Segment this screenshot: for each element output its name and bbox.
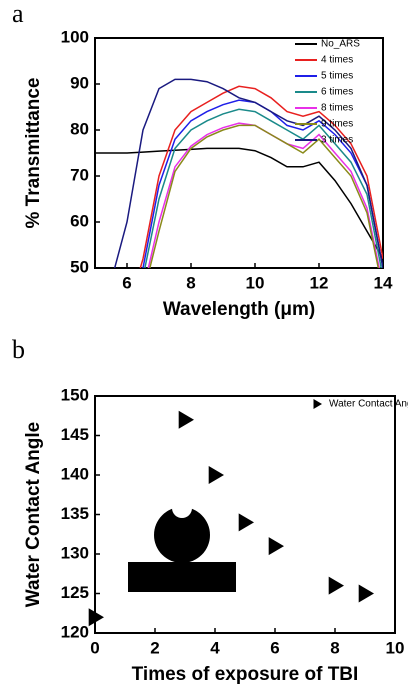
x-axis-title: Times of exposure of TBI (132, 664, 359, 685)
x-tick-label: 6 (270, 638, 279, 657)
legend-marker (313, 399, 322, 409)
substrate (128, 562, 236, 592)
x-tick-label: 4 (210, 638, 220, 657)
data-point (268, 537, 284, 556)
x-axis-title: Wavelength (μm) (163, 299, 315, 320)
x-tick-label: 12 (310, 273, 329, 292)
y-axis-title: Water Contact Angle (23, 422, 44, 607)
y-tick-label: 50 (70, 257, 89, 276)
legend-label: 3 times (321, 135, 353, 146)
plot-frame (94, 395, 396, 634)
y-tick-label: 60 (70, 211, 89, 230)
y-tick-label: 90 (70, 73, 89, 92)
series-line (113, 78, 383, 268)
plot-lines (95, 78, 383, 268)
y-axis-title: % Transmittance (23, 78, 44, 229)
y-tick-label: 145 (61, 425, 89, 444)
data-point (238, 513, 254, 532)
legend-label: 9 times (321, 119, 353, 130)
droplet-icon (128, 498, 236, 592)
x-tick-label: 0 (90, 638, 99, 657)
x-tick-label: 8 (186, 273, 195, 292)
legend-label: 4 times (321, 55, 353, 66)
legend-label: No_ARS (321, 39, 360, 50)
y-tick-label: 130 (61, 543, 89, 562)
y-tick-label: 140 (61, 464, 89, 483)
x-tick-label: 10 (246, 273, 265, 292)
data-point (328, 576, 344, 595)
y-tick-label: 120 (61, 622, 89, 641)
series-line (144, 108, 382, 268)
y-tick-label: 150 (61, 385, 89, 404)
data-point (178, 410, 194, 429)
series-line (149, 124, 380, 268)
panel-label: b (12, 335, 25, 364)
legend-label: 6 times (321, 87, 353, 98)
x-tick-label: 8 (330, 638, 339, 657)
series-line (142, 99, 383, 268)
y-tick-label: 80 (70, 119, 89, 138)
y-tick-label: 135 (61, 504, 89, 523)
y-tick-label: 100 (61, 27, 89, 46)
legend-label: Water Contact Angle (329, 399, 408, 410)
series-line (147, 122, 381, 268)
y-tick-label: 70 (70, 165, 89, 184)
data-point (358, 584, 374, 603)
x-tick-label: 10 (386, 638, 405, 657)
legend-label: 8 times (321, 103, 353, 114)
x-tick-label: 14 (374, 273, 393, 292)
legend-label: 5 times (321, 71, 353, 82)
series-line (139, 85, 383, 268)
droplet (154, 507, 210, 563)
y-tick-label: 125 (61, 583, 89, 602)
data-point (208, 466, 224, 484)
droplet-hole (172, 498, 192, 518)
x-tick-label: 6 (122, 273, 131, 292)
series-line (95, 147, 383, 260)
panel-label: a (12, 0, 24, 28)
x-tick-label: 2 (150, 638, 159, 657)
data-point (88, 608, 104, 627)
